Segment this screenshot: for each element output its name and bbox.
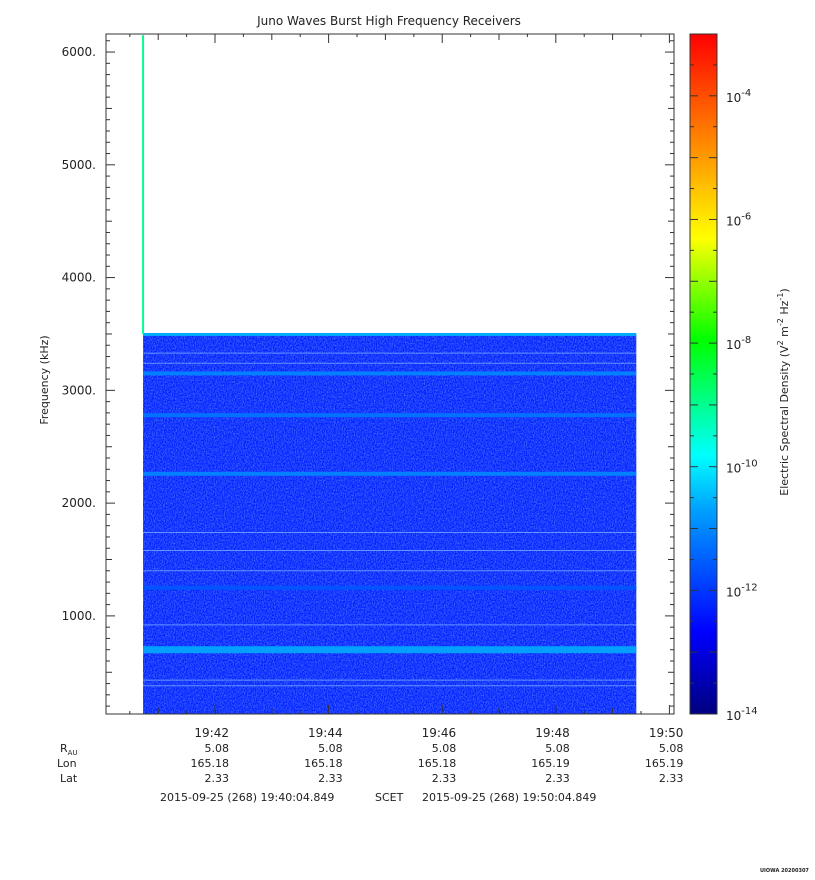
colorbar-tick-label: 10-6 — [726, 211, 751, 228]
time-footer-start: 2015-09-25 (268) 19:40:04.849 — [160, 791, 334, 804]
ephem-value-lat: 2.33 — [318, 772, 343, 785]
chart-title: Juno Waves Burst High Frequency Receiver… — [256, 14, 521, 28]
ephem-value-r: 5.08 — [432, 742, 457, 755]
colorbar: 10-14 10-12 10-10 10-8 10-6 10-4 — [689, 33, 758, 723]
ephem-label-r-main: R — [60, 742, 68, 755]
spectrogram-top-edge — [143, 332, 637, 336]
y-tick-label: 6000. — [62, 45, 96, 59]
ephem-value-r: 5.08 — [545, 742, 570, 755]
time-footer-frame: SCET — [375, 791, 404, 804]
colorbar-label-exp-neg2: -2 — [776, 318, 785, 326]
emission-band — [143, 471, 637, 476]
colorbar-gradient — [689, 33, 718, 715]
ephem-value-lon: 165.18 — [191, 757, 230, 770]
ephem-value-lat: 2.33 — [432, 772, 457, 785]
narrow-column — [142, 35, 145, 334]
ephem-value-lon: 165.19 — [531, 757, 570, 770]
y-tick-label: 1000. — [62, 609, 96, 623]
ephem-label-lat: Lat — [60, 772, 78, 785]
y-tick-label: 4000. — [62, 271, 96, 285]
ephem-value-r: 5.08 — [205, 742, 230, 755]
plot-frame — [105, 33, 675, 715]
x-tick-label: 19:48 — [535, 726, 570, 740]
ephem-value-r: 5.08 — [659, 742, 684, 755]
x-tick-label: 19:46 — [422, 726, 457, 740]
colorbar-tick-label: 10-12 — [726, 582, 758, 599]
colorbar-label-m-text: m — [778, 326, 791, 337]
colorbar-tick-label: 10-8 — [726, 335, 751, 352]
emission-band — [143, 413, 637, 418]
colorbar-label-close: ) — [778, 288, 791, 292]
y-axis-label: Frequency (kHz) — [38, 335, 51, 424]
y-axis: 1000. 2000. 3000. 4000. 5000. 6000. — [62, 40, 674, 707]
colorbar-tick-label: 10-10 — [726, 459, 758, 476]
ephem-value-lat: 2.33 — [659, 772, 684, 785]
ephem-value-lat: 2.33 — [205, 772, 230, 785]
ephem-value-lon: 165.18 — [304, 757, 343, 770]
y-tick-label: 3000. — [62, 383, 96, 397]
ephem-value-r: 5.08 — [318, 742, 343, 755]
ephem-label-r-sub: AU — [68, 749, 78, 757]
y-tick-label: 2000. — [62, 496, 96, 510]
colorbar-label-exp-2: 2 — [776, 340, 785, 345]
colorbar-label-main: Electric Spectral Density (V — [778, 345, 791, 496]
ephem-value-lat: 2.33 — [545, 772, 570, 785]
emission-band — [143, 646, 637, 654]
ephemeris-table: RAU Lon Lat 5.08 165.18 2.33 5.08 165.18 2.33… — [57, 742, 683, 785]
colorbar-tick-label: 10-4 — [726, 88, 751, 105]
colorbar-label-hz: Hz — [778, 300, 791, 314]
colorbar-tick-label: 10-14 — [726, 706, 758, 723]
ephem-value-lon: 165.19 — [645, 757, 684, 770]
ephem-label-r: RAU — [60, 742, 78, 757]
uiowa-stamp: UIOWA 20200307 — [760, 868, 809, 874]
spectrogram-noise — [143, 333, 637, 714]
colorbar-label: Electric Spectral Density (V2 m-2 Hz-1) — [776, 288, 791, 495]
ephem-value-lon: 165.18 — [418, 757, 457, 770]
x-axis: 19:42 19:44 19:46 19:48 19:50 — [129, 34, 684, 740]
x-tick-label: 19:42 — [194, 726, 229, 740]
y-tick-label: 5000. — [62, 158, 96, 172]
emission-band — [143, 585, 637, 590]
emission-band — [143, 371, 637, 376]
colorbar-label-exp-neg1: -1 — [776, 293, 785, 301]
ephem-label-lon: Lon — [57, 757, 77, 770]
plot-area — [142, 35, 637, 714]
x-tick-label: 19:50 — [649, 726, 684, 740]
x-tick-label: 19:44 — [308, 726, 343, 740]
time-footer-end: 2015-09-25 (268) 19:50:04.849 — [422, 791, 596, 804]
